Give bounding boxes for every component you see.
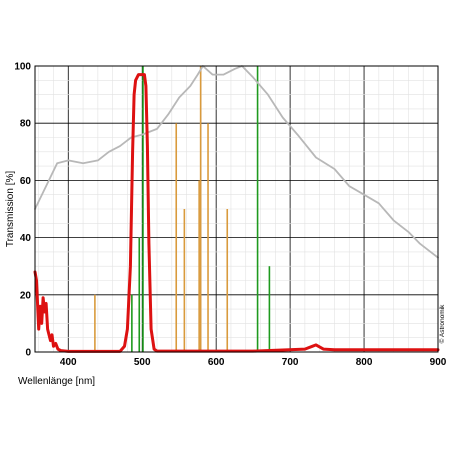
sensor-response-line [34, 65, 439, 259]
x-tick-label: 800 [356, 357, 373, 368]
x-tick-label: 700 [282, 357, 299, 368]
credit-text: © Astronomik [438, 304, 446, 343]
y-tick-label: 0 [25, 348, 31, 359]
emission-lines [94, 66, 271, 352]
x-axis-title: Wellenlänge [nm] [18, 376, 95, 387]
x-tick-label: 600 [208, 357, 225, 368]
y-tick-label: 80 [20, 119, 32, 130]
y-axis-title: Transmission [%] [5, 171, 16, 248]
y-tick-label: 60 [20, 176, 32, 187]
y-tick-label: 40 [20, 233, 32, 244]
y-tick-label: 20 [20, 290, 32, 301]
grid [35, 66, 438, 352]
series-lines [33, 65, 440, 353]
filter-transmission-line [33, 73, 440, 353]
plot-frame [34, 65, 439, 353]
x-tick-label: 400 [60, 357, 77, 368]
x-tick-labels: 400 500 600 700 800 900 [60, 357, 447, 368]
x-tick-label: 900 [430, 357, 447, 368]
y-tick-label: 100 [14, 62, 31, 73]
y-tick-labels: 0 20 40 60 80 100 [14, 62, 31, 359]
x-tick-label: 500 [134, 357, 151, 368]
